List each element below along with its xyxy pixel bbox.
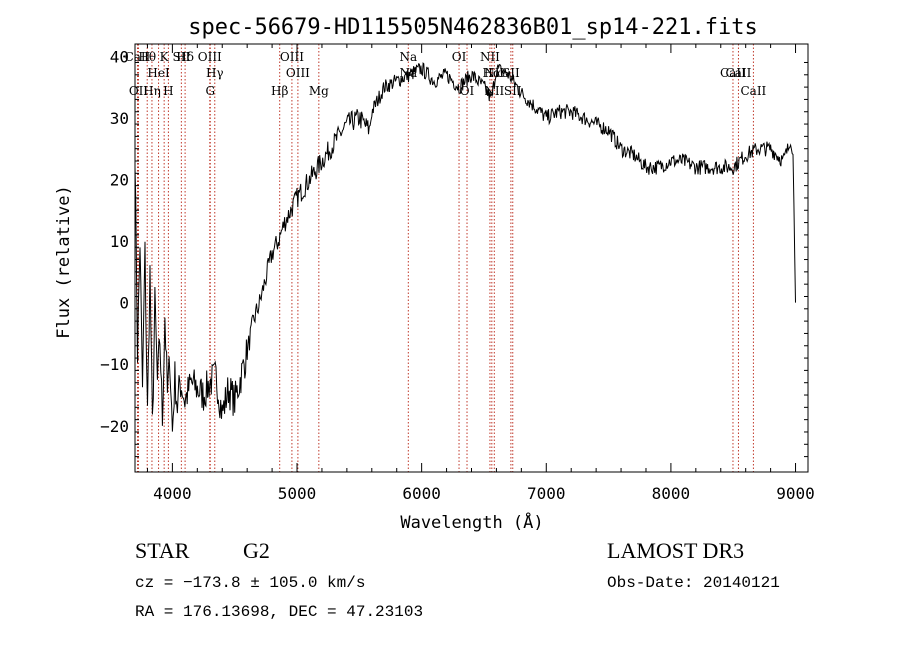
line-label-G: G <box>205 84 215 98</box>
y-tick-label: −20 <box>100 417 129 436</box>
line-label-OI: OI <box>460 84 475 98</box>
x-axis-label: Wavelength (Å) <box>400 511 543 533</box>
x-tick-label: 4000 <box>153 484 192 503</box>
emission-line-markers <box>136 44 754 472</box>
line-label-SII: SII <box>173 50 191 64</box>
x-tick-label: 5000 <box>278 484 317 503</box>
line-label-NII: NII <box>480 50 500 64</box>
line-label-OIII: OIII <box>198 50 222 64</box>
subclass: G2 <box>243 538 270 563</box>
line-label-K: K <box>160 50 170 64</box>
object-class: STAR <box>135 538 190 563</box>
spectrum-series <box>134 62 796 432</box>
y-tick-label: −10 <box>100 355 129 374</box>
x-tick-label: 7000 <box>527 484 566 503</box>
line-label-HeI: HeI <box>147 66 170 80</box>
y-axis-label: Flux (relative) <box>54 185 74 339</box>
line-label-OIII: OIII <box>286 66 310 80</box>
redshift-readout: cz = −173.8 ± 105.0 km/s <box>135 574 366 592</box>
line-label-Na: Na <box>399 50 417 64</box>
x-tick-label: 8000 <box>652 484 691 503</box>
x-axis: 4000 5000 6000 7000 8000 9000 <box>146 44 815 503</box>
line-label-Hγ: Hγ <box>206 66 224 80</box>
line-label-Mg: Mg <box>309 84 329 98</box>
y-tick-label: 0 <box>119 294 129 313</box>
line-label-CaII: CaII <box>740 84 766 98</box>
y-tick-label: 10 <box>110 232 129 251</box>
line-label-CaII: CaII <box>726 66 752 80</box>
coordinates: RA = 176.13698, DEC = 47.23103 <box>135 603 424 621</box>
y-tick-label: 20 <box>110 170 129 189</box>
line-label-Hδ: Hδ <box>176 50 194 64</box>
line-label-CaII: CaII <box>720 66 746 80</box>
line-label-Hβ: Hβ <box>271 84 288 98</box>
y-tick-label: 40 <box>110 47 129 66</box>
line-label-SII: SII <box>502 66 520 80</box>
line-label-Hθ: Hθ <box>138 50 156 64</box>
line-label-OIII: OIII <box>280 50 304 64</box>
line-label-Hα: Hα <box>483 66 502 80</box>
x-tick-label: 6000 <box>402 484 441 503</box>
chart-title: spec-56679-HD115505N462836B01_sp14-221.f… <box>188 15 758 40</box>
line-label-H: H <box>163 84 173 98</box>
survey-name: LAMOST DR3 <box>607 538 745 563</box>
line-label-NII: NII <box>484 66 504 80</box>
line-label-CaII: CaII <box>125 50 151 64</box>
line-label-Hη: Hη <box>143 84 161 98</box>
plot-frame <box>134 43 809 473</box>
line-label-OII: OII <box>129 84 149 98</box>
obs-date: Obs-Date: 20140121 <box>607 574 780 592</box>
x-tick-label: 9000 <box>776 484 815 503</box>
y-axis: −20 −10 0 10 20 30 40 <box>100 47 808 458</box>
line-label-OI: OI <box>452 50 467 64</box>
y-tick-label: 30 <box>110 109 129 128</box>
spectrum-line <box>134 62 796 432</box>
